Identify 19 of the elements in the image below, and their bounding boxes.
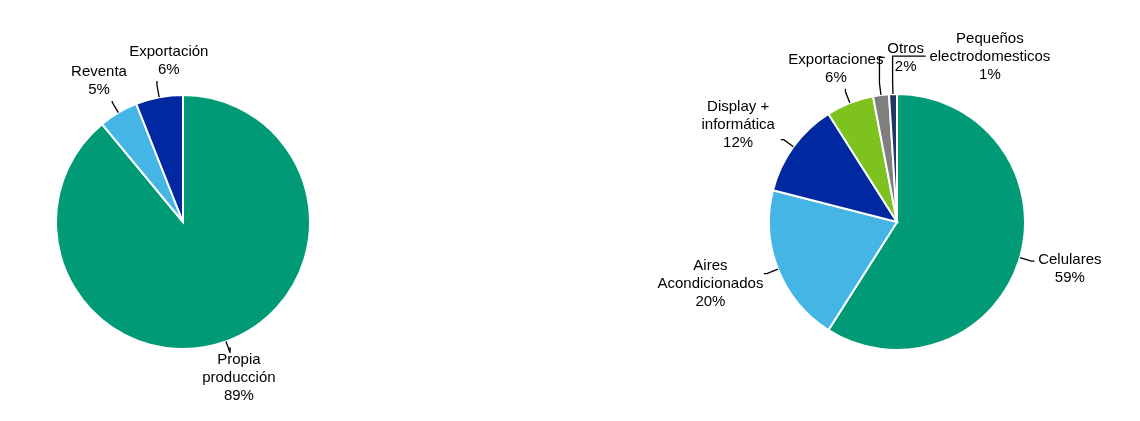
data-label: 2% xyxy=(894,57,917,75)
slice-label: Propia producción xyxy=(202,350,276,386)
data-label: 6% xyxy=(157,59,180,77)
slice-label: Exportaciones xyxy=(788,49,884,67)
pie-slice xyxy=(55,94,311,350)
slice-label: Display + informática xyxy=(701,97,776,133)
data-label: 6% xyxy=(825,67,847,85)
data-label: 59% xyxy=(1054,268,1085,286)
slice-label: Reventa xyxy=(71,61,128,79)
slice-label: Otros xyxy=(887,39,925,57)
slice-label: Pequeños electrodomesticos xyxy=(929,29,1051,65)
data-label: 12% xyxy=(723,133,754,151)
data-label: 1% xyxy=(979,65,1001,83)
data-label: 20% xyxy=(695,292,726,310)
slice-label: Aires Acondicionados xyxy=(657,256,764,292)
data-label: 5% xyxy=(88,79,110,97)
slice-label: Celulares xyxy=(1038,250,1102,268)
slice-label: Exportación xyxy=(129,41,209,59)
data-label: 89% xyxy=(223,386,254,404)
